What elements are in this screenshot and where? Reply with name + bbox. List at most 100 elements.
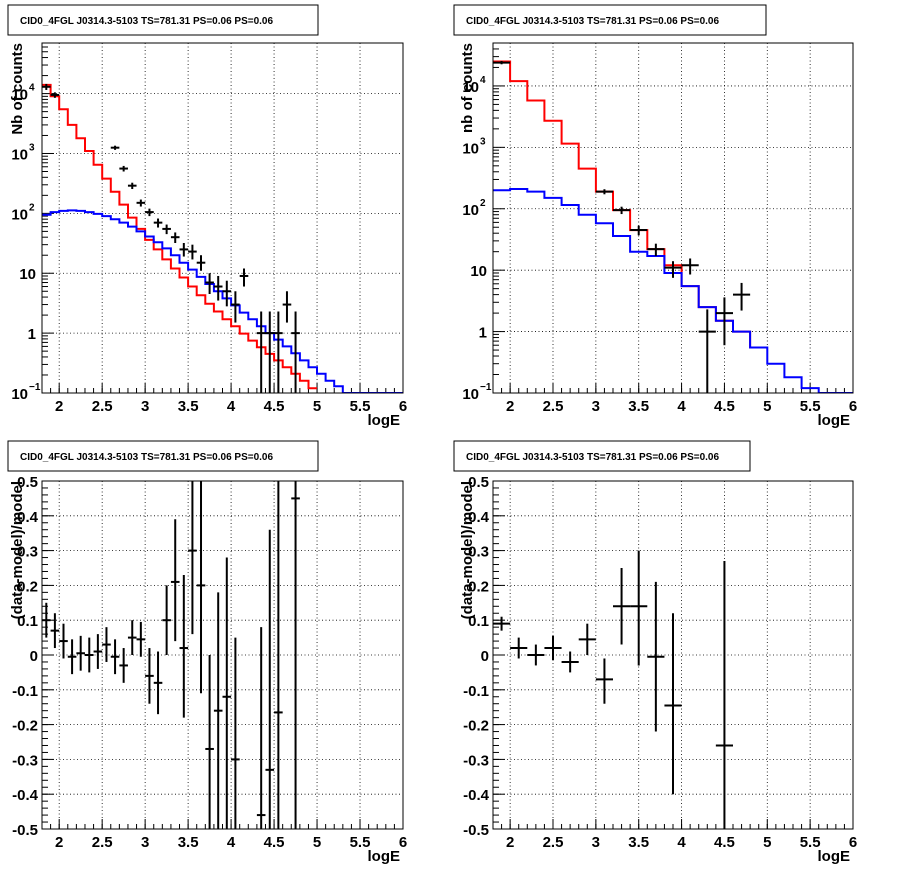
data-point <box>179 242 189 257</box>
x-tick-label: 3 <box>592 398 600 415</box>
y-tick-label: 1 <box>479 325 487 342</box>
panel-bottom-right: CID0_4FGL J0314.3-5103 TS=781.31 PS=0.06… <box>453 440 857 865</box>
y-tick-label: -0.2 <box>463 718 489 735</box>
title-box <box>7 4 319 36</box>
data-point <box>213 275 223 301</box>
x-tick-label: 5.5 <box>800 834 821 851</box>
x-tick-label: 6 <box>849 398 857 415</box>
y-tick-label: 0 <box>481 648 489 665</box>
y-tick-label: -0.5 <box>12 822 38 839</box>
y-tick-exponent: −1 <box>29 382 41 393</box>
x-tick-label: 4.5 <box>264 834 285 851</box>
data-point <box>647 581 665 732</box>
x-tick-label: 5 <box>763 834 771 851</box>
y-tick-label: 10 <box>11 146 28 163</box>
x-tick-label: 2 <box>506 834 514 851</box>
data-point <box>42 83 51 90</box>
y-tick-label: 0.4 <box>468 509 490 526</box>
x-tick-label: 2.5 <box>92 834 113 851</box>
title-box <box>453 4 767 36</box>
y-tick-label: -0.2 <box>12 718 38 735</box>
data-point <box>188 481 197 635</box>
x-axis-label: logE <box>818 412 851 429</box>
data-point <box>67 639 77 675</box>
plot-area <box>493 43 853 393</box>
data-point <box>170 519 180 642</box>
data-point <box>698 309 716 393</box>
data-point <box>102 627 111 662</box>
x-tick-label: 3.5 <box>178 834 199 851</box>
data-point <box>510 637 528 659</box>
y-tick-exponent: 3 <box>480 136 486 147</box>
x-tick-label: 5.5 <box>800 398 821 415</box>
x-tick-label: 3.5 <box>628 398 649 415</box>
y-tick-label: 0.2 <box>17 578 38 595</box>
data-point <box>256 311 266 393</box>
y-tick-exponent: −1 <box>480 382 492 393</box>
data-point <box>647 243 665 257</box>
data-point <box>59 623 68 659</box>
data-point <box>162 224 171 235</box>
data-point <box>188 244 197 260</box>
series-group <box>493 550 733 829</box>
y-tick-exponent: 2 <box>480 198 486 209</box>
x-tick-label: 4 <box>227 398 236 415</box>
data-point <box>733 282 751 311</box>
x-tick-label: 5 <box>313 834 321 851</box>
data-point <box>630 225 648 236</box>
x-tick-label: 5.5 <box>350 398 371 415</box>
y-tick-label: -0.3 <box>463 752 489 769</box>
y-tick-label: 10 <box>470 263 487 280</box>
x-tick-label: 5.5 <box>350 834 371 851</box>
data-point <box>613 568 631 645</box>
x-tick-label: 4 <box>677 398 686 415</box>
panel-top-right: CID0_4FGL J0314.3-5103 TS=781.31 PS=0.06… <box>453 4 857 429</box>
chart-title: CID0_4FGL J0314.3-5103 TS=781.31 PS=0.06… <box>20 16 273 27</box>
data-point <box>170 232 180 243</box>
y-tick-label: -0.3 <box>12 752 38 769</box>
data-point <box>196 481 206 694</box>
x-tick-label: 2.5 <box>92 398 113 415</box>
y-tick-label: 10 <box>462 202 479 219</box>
y-tick-label: 10 <box>19 266 36 283</box>
x-tick-label: 3.5 <box>628 834 649 851</box>
data-point <box>613 206 631 215</box>
y-axis-label: Nb of counts <box>9 43 26 135</box>
y-tick-label: 0.1 <box>17 613 38 630</box>
data-point <box>42 602 51 638</box>
y-tick-label: 10 <box>11 386 28 403</box>
data-point <box>50 92 60 98</box>
y-axis-label: nb of counts <box>459 43 476 133</box>
data-point <box>222 280 232 307</box>
y-axis-label: (data-model)/model <box>459 481 476 619</box>
data-point <box>664 261 682 278</box>
data-point <box>50 613 60 649</box>
x-tick-label: 4 <box>227 834 236 851</box>
y-tick-exponent: 4 <box>480 75 486 86</box>
y-tick-label: 0.3 <box>17 544 38 561</box>
x-tick-label: 2.5 <box>543 398 564 415</box>
x-tick-label: 2.5 <box>543 834 564 851</box>
x-tick-label: 6 <box>399 398 407 415</box>
y-tick-label: 0.1 <box>468 613 489 630</box>
y-tick-label: 10 <box>462 79 479 96</box>
y-tick-label: 0.4 <box>17 509 39 526</box>
y-axis-label: (data-model)/model <box>9 481 26 619</box>
chart-title: CID0_4FGL J0314.3-5103 TS=781.31 PS=0.06… <box>466 452 719 463</box>
y-tick-exponent: 3 <box>29 142 35 153</box>
data-point <box>256 627 266 829</box>
data-point <box>205 655 214 829</box>
data-point <box>595 658 613 704</box>
data-point <box>291 311 300 393</box>
x-tick-label: 2 <box>55 834 63 851</box>
y-tick-label: 0.5 <box>17 474 38 491</box>
y-tick-label: -0.1 <box>12 683 38 700</box>
plot-area <box>42 43 403 393</box>
data-point <box>239 268 249 287</box>
data-point <box>715 297 733 346</box>
x-tick-label: 3 <box>141 398 149 415</box>
data-point <box>127 620 137 655</box>
series-group <box>42 83 403 393</box>
data-point <box>595 189 613 195</box>
